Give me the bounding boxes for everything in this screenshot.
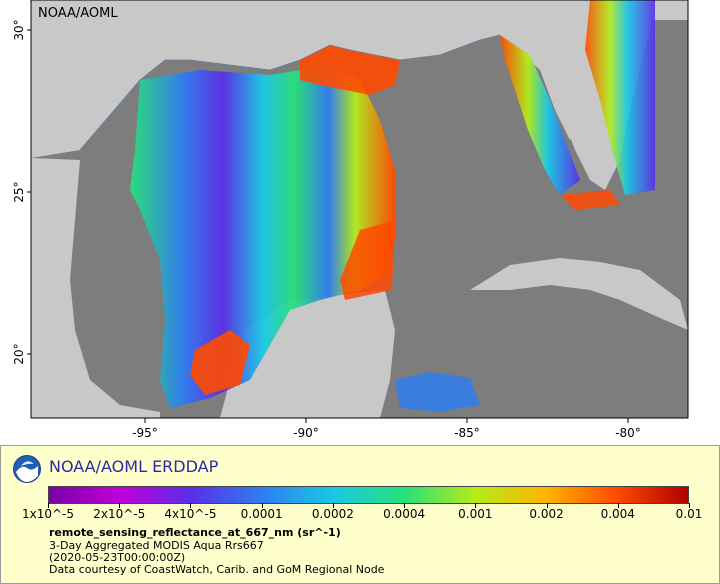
colorbar-tick-label: 0.0002 xyxy=(311,507,354,521)
data-keys xyxy=(560,190,620,210)
colorbar-tick-label: 1x10^-5 xyxy=(21,507,75,521)
colorbar-tick-mark xyxy=(617,503,619,508)
dataset-time: (2020-05-23T00:00:00Z) xyxy=(49,551,186,564)
colorbar-tick-label: 0.0004 xyxy=(383,507,426,521)
longitude-axis: -95° -90° -85° -80° xyxy=(132,418,641,440)
data-swath-florida-east xyxy=(585,0,655,195)
colorbar-tick-mark xyxy=(689,503,690,508)
lon-tick-label: -95° xyxy=(132,426,158,440)
dataset-title: 3-Day Aggregated MODIS Aqua Rrs667 xyxy=(49,539,264,552)
colorbar-tick-label: 0.0001 xyxy=(240,507,283,521)
colorbar-tick-mark xyxy=(48,503,49,508)
noaa-logo-icon xyxy=(13,455,41,483)
colorbar-tick-mark xyxy=(404,503,406,508)
coastline xyxy=(79,34,501,151)
colorbar-tick-mark xyxy=(332,503,334,508)
colorbar-tick-label: 0.001 xyxy=(458,507,493,521)
dataset-credit: Data courtesy of CoastWatch, Carib. and … xyxy=(49,563,385,576)
legend-panel: NOAA/AOML ERDDAP 1x10^-5 2x10^-5 4x10^-5 0.… xyxy=(0,445,720,584)
colorbar-tick-mark xyxy=(119,503,121,508)
map-frame xyxy=(30,0,689,419)
data-patch-south xyxy=(395,372,480,412)
data-coastal-north xyxy=(300,45,400,95)
land-cuba xyxy=(470,258,688,330)
lon-tick-label: -90° xyxy=(293,426,319,440)
lat-tick-label: 30° xyxy=(12,19,26,40)
colorbar-tick-mark xyxy=(261,503,263,508)
latitude-axis: 30° 25° 20° xyxy=(12,19,31,365)
colorbar xyxy=(48,486,689,504)
watermark: NOAA/AOML xyxy=(38,6,118,21)
lon-tick-label: -85° xyxy=(454,426,480,440)
watermark-box xyxy=(34,3,130,21)
colorbar-tick-mark xyxy=(190,503,192,508)
colorbar-tick-label: 0.004 xyxy=(600,507,635,521)
colorbar-tick-label: 4x10^-5 xyxy=(164,507,217,521)
data-swath-florida xyxy=(500,35,580,195)
colorbar-tick-mark xyxy=(546,503,548,508)
colorbar-tick-label: 2x10^-5 xyxy=(93,507,146,521)
colorbar-tick-mark xyxy=(475,503,477,508)
legend-title: NOAA/AOML ERDDAP xyxy=(49,457,219,476)
colorbar-tick-label: 0.01 xyxy=(675,507,703,521)
lat-tick-label: 20° xyxy=(12,343,26,364)
land-mexico-west xyxy=(31,158,160,418)
variable-name: remote_sensing_reflectance_at_667_nm (sr… xyxy=(49,526,341,539)
data-swath-gulf xyxy=(130,65,395,408)
colorbar-tick-label: 0.002 xyxy=(529,507,564,521)
data-coastal-west xyxy=(190,330,250,395)
data-coastal-east xyxy=(340,220,395,300)
map-view[interactable]: NOAA/AOML 30° 25° 20° -95° -90° -85° -80° xyxy=(0,0,720,445)
lat-tick-label: 25° xyxy=(12,181,26,202)
lon-tick-label: -80° xyxy=(615,426,641,440)
